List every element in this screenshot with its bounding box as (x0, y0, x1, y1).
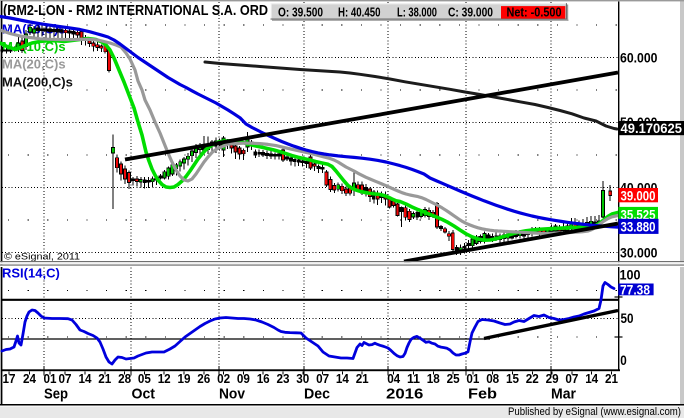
svg-text:01: 01 (466, 371, 479, 386)
svg-text:16: 16 (257, 371, 270, 386)
svg-text:07: 07 (565, 371, 578, 386)
svg-text:RSI(14,C): RSI(14,C) (2, 266, 60, 281)
svg-text:12: 12 (158, 371, 171, 386)
svg-text:02: 02 (217, 371, 230, 386)
svg-text:H: 40.450: H: 40.450 (338, 5, 381, 19)
svg-text:MA(200,C)s: MA(200,C)s (2, 75, 73, 90)
svg-text:23: 23 (277, 371, 290, 386)
svg-text:30.000: 30.000 (620, 245, 658, 261)
svg-text:07: 07 (316, 371, 329, 386)
svg-text:Nov: Nov (219, 386, 246, 403)
svg-text:35.525: 35.525 (621, 206, 656, 222)
svg-text:26: 26 (197, 371, 210, 386)
svg-text:21: 21 (605, 371, 618, 386)
svg-text:17: 17 (3, 371, 16, 386)
svg-text:50: 50 (621, 310, 634, 326)
svg-text:Dec: Dec (304, 386, 330, 403)
svg-text:Oct: Oct (132, 386, 156, 403)
svg-text:25: 25 (447, 371, 460, 386)
svg-text:L: 38.000: L: 38.000 (397, 5, 437, 19)
svg-text:Net: -0.500: Net: -0.500 (507, 5, 562, 19)
svg-text:14: 14 (79, 371, 93, 386)
svg-text:Feb: Feb (468, 386, 497, 403)
svg-text:21: 21 (356, 371, 369, 386)
svg-text:24: 24 (23, 371, 37, 386)
svg-text:60.000: 60.000 (620, 50, 658, 66)
svg-text:18: 18 (427, 371, 440, 386)
svg-text:33.880: 33.880 (621, 219, 656, 235)
svg-text:(RM2-LON - RM2 INTERNATIONAL S: (RM2-LON - RM2 INTERNATIONAL S.A. ORD (3, 2, 268, 19)
svg-text:39.000: 39.000 (621, 187, 656, 203)
svg-text:2016: 2016 (386, 386, 423, 403)
svg-text:29: 29 (546, 371, 559, 386)
svg-text:14: 14 (336, 371, 350, 386)
svg-text:01: 01 (44, 371, 57, 386)
svg-text:30: 30 (296, 371, 309, 386)
svg-text:22: 22 (526, 371, 539, 386)
svg-text:08: 08 (486, 371, 499, 386)
svg-text:15: 15 (506, 371, 519, 386)
svg-text:Mar: Mar (551, 386, 576, 403)
svg-text:09: 09 (237, 371, 250, 386)
svg-text:04: 04 (387, 371, 401, 386)
svg-text:21: 21 (98, 371, 111, 386)
svg-text:MA(20,C)s: MA(20,C)s (2, 57, 66, 72)
svg-text:0: 0 (620, 352, 627, 368)
svg-text:28: 28 (118, 371, 131, 386)
svg-text:100: 100 (620, 267, 641, 283)
svg-text:07: 07 (59, 371, 72, 386)
svg-text:05: 05 (138, 371, 151, 386)
svg-text:49.170625: 49.170625 (621, 120, 683, 136)
svg-text:11: 11 (407, 371, 420, 386)
svg-text:Sep: Sep (44, 386, 68, 403)
svg-text:© eSignal, 2011: © eSignal, 2011 (4, 252, 80, 262)
svg-text:O: 39.500: O: 39.500 (278, 5, 323, 19)
svg-text:19: 19 (178, 371, 191, 386)
svg-text:77.38: 77.38 (620, 281, 650, 297)
svg-text:C: 39.000: C: 39.000 (448, 5, 493, 19)
svg-text:14: 14 (585, 371, 599, 386)
svg-text:Published by eSignal (www.esig: Published by eSignal (www.esignal.com) (508, 406, 681, 418)
